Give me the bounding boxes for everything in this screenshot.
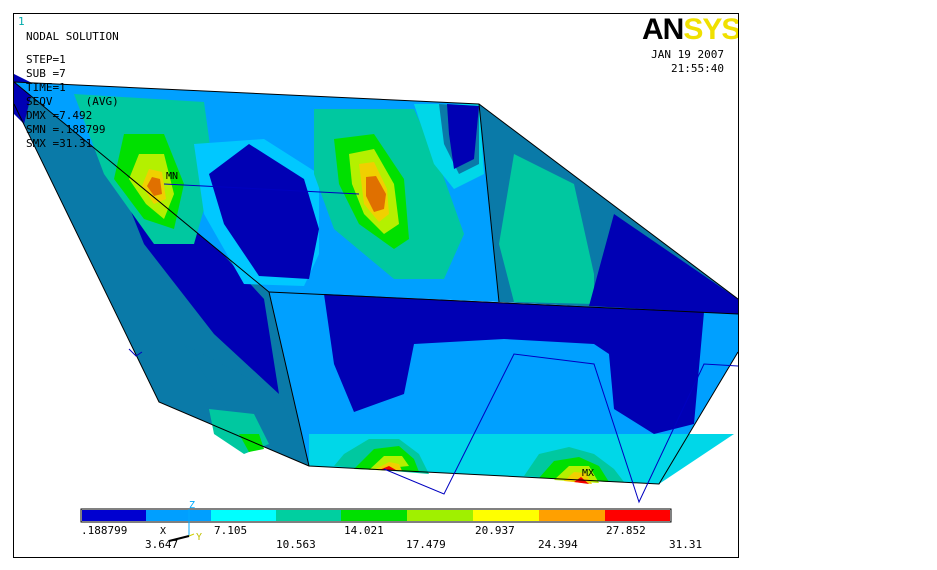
info-time: TIME=1 [26, 81, 66, 94]
legend-label: 31.31 [669, 538, 703, 551]
triad-x-label: X [160, 526, 167, 537]
legend-label: 24.394 [538, 538, 578, 551]
right-face [479, 104, 738, 314]
mesh-edges [14, 81, 738, 485]
top-face [14, 82, 499, 302]
triad-y-label: Y [196, 532, 203, 543]
info-result-type: SEQV (AVG) [26, 95, 119, 108]
max-marker: MX [582, 468, 595, 479]
legend-label: 10.563 [276, 538, 316, 551]
legend-label: 17.479 [406, 538, 446, 551]
contour-plot [14, 74, 738, 542]
info-step: STEP=1 [26, 53, 66, 66]
legend-label: 7.105 [214, 524, 248, 537]
boundary-lines [128, 183, 738, 504]
graphics-viewport[interactable]: 1 [13, 13, 739, 558]
axis-triad [168, 509, 195, 542]
window-number: 1 [18, 15, 25, 28]
info-smx: SMX =31.31 [26, 137, 93, 150]
info-dmx: DMX =7.492 [26, 109, 93, 122]
plot-time: 21:55:40 [671, 62, 724, 75]
front-face [269, 292, 738, 484]
legend-label: 14.021 [344, 524, 384, 537]
ansys-logo: ANSYS [642, 13, 739, 46]
info-smn: SMN =.188799 [26, 123, 106, 136]
legend-colorbar [80, 508, 672, 523]
info-sub: SUB =7 [26, 67, 66, 80]
legend-label: 27.852 [606, 524, 646, 537]
triad-z-label: Z [189, 500, 196, 511]
legend-label: 20.937 [475, 524, 515, 537]
plot-title: NODAL SOLUTION [26, 30, 119, 43]
min-marker: MN [166, 171, 179, 182]
plot-date: JAN 19 2007 [651, 48, 724, 61]
legend-label: 3.647 [145, 538, 179, 551]
legend-label: .188799 [81, 524, 128, 537]
